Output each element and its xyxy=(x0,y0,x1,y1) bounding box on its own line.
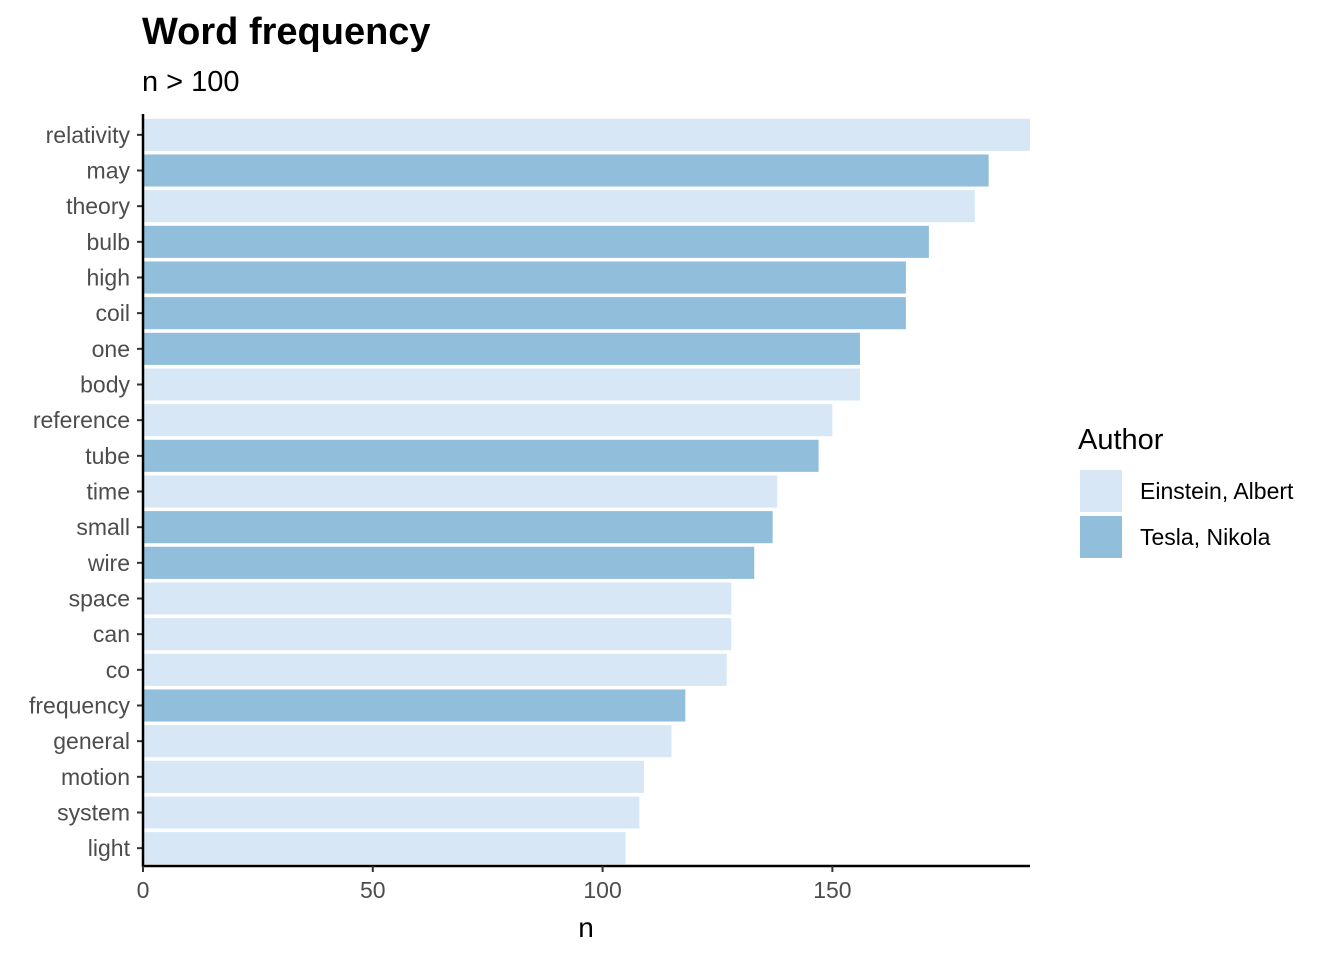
y-tick-label-small: small xyxy=(76,514,130,540)
y-tick-label-frequency: frequency xyxy=(29,693,131,719)
x-tick-label-150: 150 xyxy=(813,877,851,903)
bar-high xyxy=(143,261,906,294)
bar-relativity xyxy=(143,118,1030,151)
legend-key-tesla-nikola xyxy=(1080,516,1122,558)
bar-frequency xyxy=(143,689,686,722)
x-tick-label-0: 0 xyxy=(137,877,150,903)
y-tick-label-time: time xyxy=(87,479,130,505)
bars-group xyxy=(143,118,1030,865)
bar-time xyxy=(143,475,778,508)
bar-system xyxy=(143,796,640,829)
legend-label-einstein-albert: Einstein, Albert xyxy=(1140,478,1294,504)
y-tick-label-body: body xyxy=(80,372,130,398)
y-tick-label-reference: reference xyxy=(33,407,130,433)
legend-label-tesla-nikola: Tesla, Nikola xyxy=(1140,524,1271,550)
y-tick-label-bulb: bulb xyxy=(87,229,130,255)
bar-co xyxy=(143,653,727,686)
bar-can xyxy=(143,618,732,651)
bar-one xyxy=(143,332,860,365)
y-tick-label-space: space xyxy=(69,586,130,612)
x-tick-label-100: 100 xyxy=(583,877,621,903)
y-tick-label-high: high xyxy=(87,265,130,291)
y-tick-label-may: may xyxy=(87,158,131,184)
y-tick-label-can: can xyxy=(93,621,130,647)
bar-may xyxy=(143,154,989,187)
x-tick-label-50: 50 xyxy=(360,877,386,903)
bar-body xyxy=(143,368,860,401)
y-tick-label-motion: motion xyxy=(61,764,130,790)
bar-reference xyxy=(143,404,833,437)
bar-theory xyxy=(143,190,975,223)
chart-title: Word frequency xyxy=(142,11,431,53)
bar-general xyxy=(143,725,672,758)
bar-space xyxy=(143,582,732,615)
y-tick-label-tube: tube xyxy=(85,443,130,469)
y-tick-label-wire: wire xyxy=(87,550,130,576)
chart-subtitle: n > 100 xyxy=(142,66,240,98)
legend: Author Einstein, Albert Tesla, Nikola xyxy=(1078,424,1294,558)
y-tick-label-co: co xyxy=(106,657,130,683)
y-tick-label-light: light xyxy=(88,835,131,861)
y-tick-label-system: system xyxy=(57,800,130,826)
y-tick-label-theory: theory xyxy=(66,193,130,219)
bar-wire xyxy=(143,546,755,579)
y-tick-label-one: one xyxy=(92,336,130,362)
y-axis: relativity may theory bulb high coil one body re… xyxy=(29,114,145,867)
bar-motion xyxy=(143,760,644,793)
bar-bulb xyxy=(143,225,929,258)
legend-title: Author xyxy=(1078,424,1164,456)
bar-light xyxy=(143,832,626,865)
bar-coil xyxy=(143,297,906,330)
x-axis-title: n xyxy=(578,912,594,943)
y-tick-label-relativity: relativity xyxy=(46,122,131,148)
y-tick-label-general: general xyxy=(53,728,130,754)
bar-small xyxy=(143,511,773,544)
x-axis: 0 50 100 150 xyxy=(137,864,1030,903)
bar-tube xyxy=(143,439,819,472)
y-tick-label-coil: coil xyxy=(95,300,130,326)
legend-key-einstein-albert xyxy=(1080,470,1122,512)
